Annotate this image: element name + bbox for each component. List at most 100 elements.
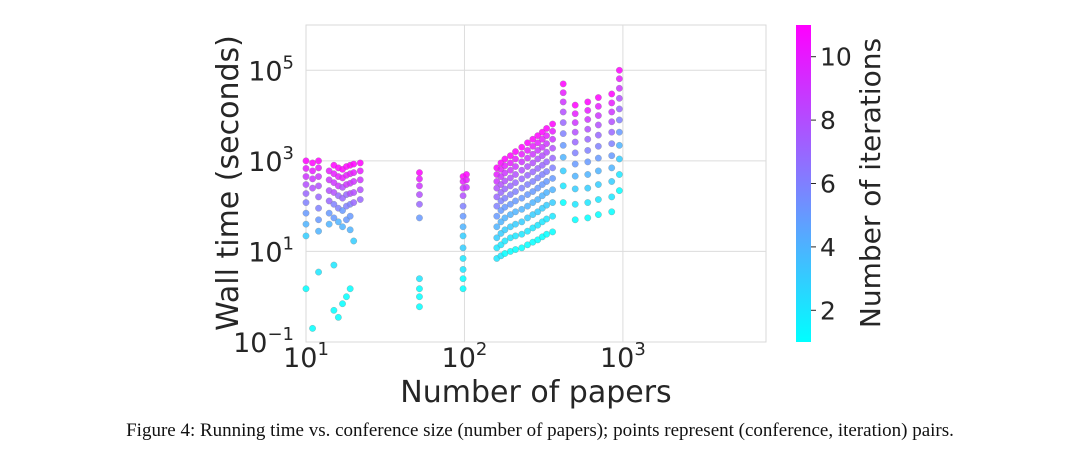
data-point <box>559 98 567 106</box>
data-point <box>459 285 467 293</box>
data-point <box>534 208 542 216</box>
data-point <box>309 167 317 175</box>
data-point <box>524 214 531 222</box>
data-point <box>518 205 526 213</box>
data-point <box>493 234 501 242</box>
data-point <box>315 173 322 181</box>
data-point <box>518 194 526 202</box>
data-point <box>615 105 623 113</box>
data-point <box>615 128 623 136</box>
data-point <box>534 184 542 192</box>
data-point <box>534 132 542 140</box>
data-point <box>501 214 509 222</box>
data-point <box>608 140 616 148</box>
data-point <box>549 199 557 207</box>
data-point <box>512 148 519 156</box>
data-point <box>615 187 623 195</box>
data-point <box>501 185 509 193</box>
data-point <box>529 178 537 185</box>
data-point <box>559 199 567 207</box>
data-point <box>302 181 310 188</box>
data-point <box>594 131 602 139</box>
data-point <box>512 220 519 228</box>
figure-caption: Figure 4: Running time vs. conference si… <box>126 420 954 441</box>
data-point <box>339 300 346 308</box>
data-point <box>315 216 322 224</box>
data-point <box>416 275 423 283</box>
data-point <box>501 194 509 202</box>
data-point <box>571 160 579 168</box>
y-axis-title: Wall time (seconds) <box>211 35 246 331</box>
data-point <box>330 214 338 222</box>
data-point <box>549 144 557 152</box>
data-point <box>549 228 557 236</box>
data-point <box>302 209 310 217</box>
data-point <box>350 178 358 185</box>
colorbar-gradient <box>796 25 811 342</box>
data-point <box>584 98 592 106</box>
data-point <box>529 188 537 196</box>
data-point <box>559 119 567 127</box>
data-point <box>571 101 579 109</box>
data-point <box>571 119 579 127</box>
data-point <box>459 244 467 252</box>
data-point <box>330 200 338 208</box>
data-point <box>356 159 364 167</box>
data-point <box>571 110 579 118</box>
data-point <box>512 188 519 196</box>
data-point <box>416 303 423 311</box>
data-point <box>342 293 350 301</box>
data-point <box>309 184 317 192</box>
data-point <box>534 174 542 182</box>
data-point <box>559 80 567 88</box>
data-point <box>416 169 423 177</box>
data-point <box>524 171 531 179</box>
data-point <box>518 158 526 166</box>
data-point <box>571 138 579 146</box>
colorbar-ticks: 2 4 6 8 10 <box>811 43 852 325</box>
data-point <box>524 139 531 147</box>
data-point <box>543 215 551 223</box>
colorbar: 2 4 6 8 10 Number of iterations <box>796 25 887 342</box>
data-point <box>518 244 526 252</box>
data-point <box>315 164 322 172</box>
data-point <box>518 230 526 238</box>
data-point <box>594 94 602 102</box>
data-point <box>559 167 567 175</box>
data-point <box>529 150 537 158</box>
data-point <box>309 175 317 183</box>
data-point <box>501 169 509 177</box>
data-point <box>518 184 526 192</box>
data-point <box>356 176 364 184</box>
data-point <box>416 214 423 222</box>
data-point <box>524 154 531 162</box>
data-point <box>594 102 602 110</box>
data-point <box>594 211 602 219</box>
data-point <box>501 177 509 185</box>
data-point <box>302 220 310 228</box>
data-point <box>350 169 358 177</box>
data-point <box>416 191 423 199</box>
data-point <box>302 164 310 172</box>
data-point <box>339 223 346 231</box>
data-point <box>325 209 333 217</box>
data-point <box>325 197 333 205</box>
data-point <box>325 220 333 228</box>
data-point <box>608 152 616 160</box>
data-point <box>584 116 592 123</box>
data-point <box>615 75 623 83</box>
data-point <box>571 200 579 208</box>
colorbar-tick-label: 4 <box>820 233 836 262</box>
data-point <box>584 135 592 143</box>
data-point <box>584 106 592 114</box>
data-point <box>493 223 501 231</box>
data-point <box>543 132 551 140</box>
data-point <box>543 148 551 156</box>
data-point <box>615 84 623 92</box>
data-point <box>346 226 354 234</box>
data-point <box>524 181 531 188</box>
data-point <box>559 130 567 138</box>
data-point <box>549 186 557 194</box>
x-axis-title: Number of papers <box>400 375 671 410</box>
x-tick-label: 101 <box>283 339 329 374</box>
